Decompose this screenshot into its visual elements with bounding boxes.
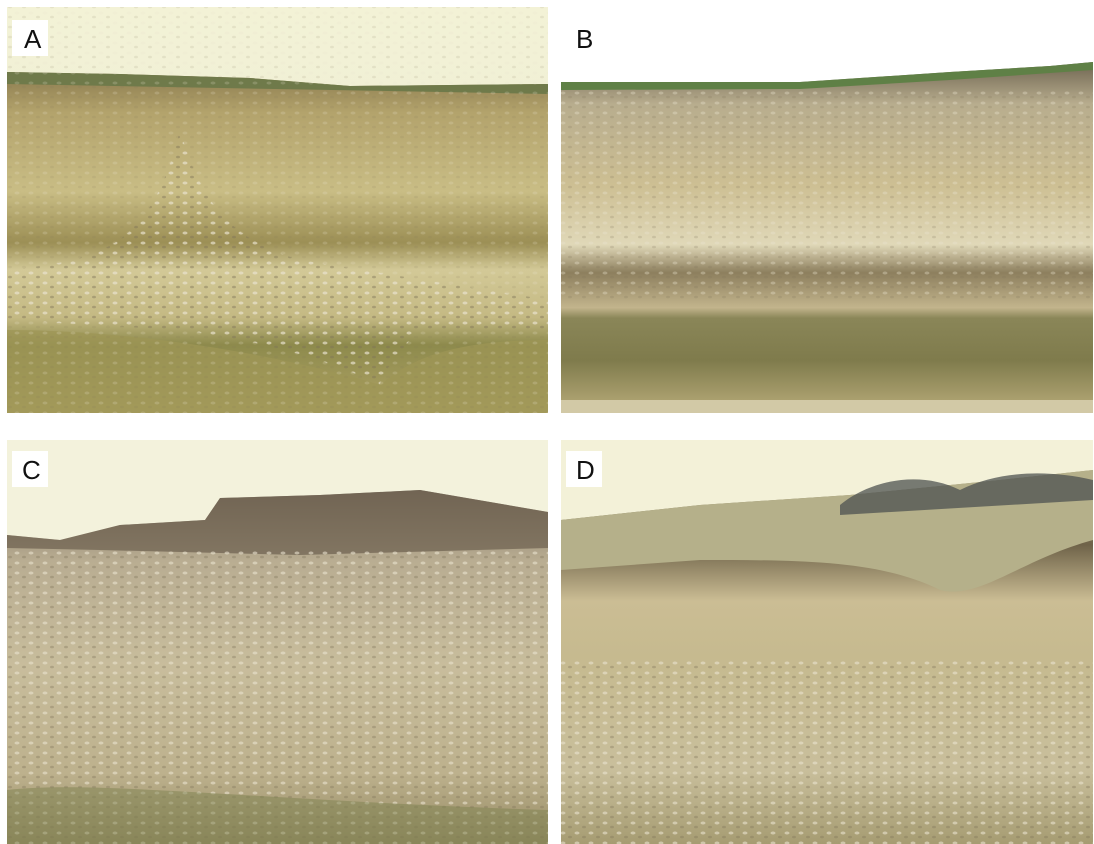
panel-c [7,440,548,844]
figure: A B C D [0,0,1094,844]
panel-b [561,7,1093,413]
panel-a [7,7,548,413]
gravel-layer [561,90,1093,300]
texture [7,7,548,413]
page: {"panels": [{"label": "A"}, {"label": "B… [0,0,1094,844]
gravel-slope [561,660,1093,844]
beach [561,400,1093,413]
panel-label: D [576,455,595,485]
panel-label: B [576,24,593,54]
panel-label: A [24,24,42,54]
panel-label: C [22,455,41,485]
panel-d [561,440,1093,844]
